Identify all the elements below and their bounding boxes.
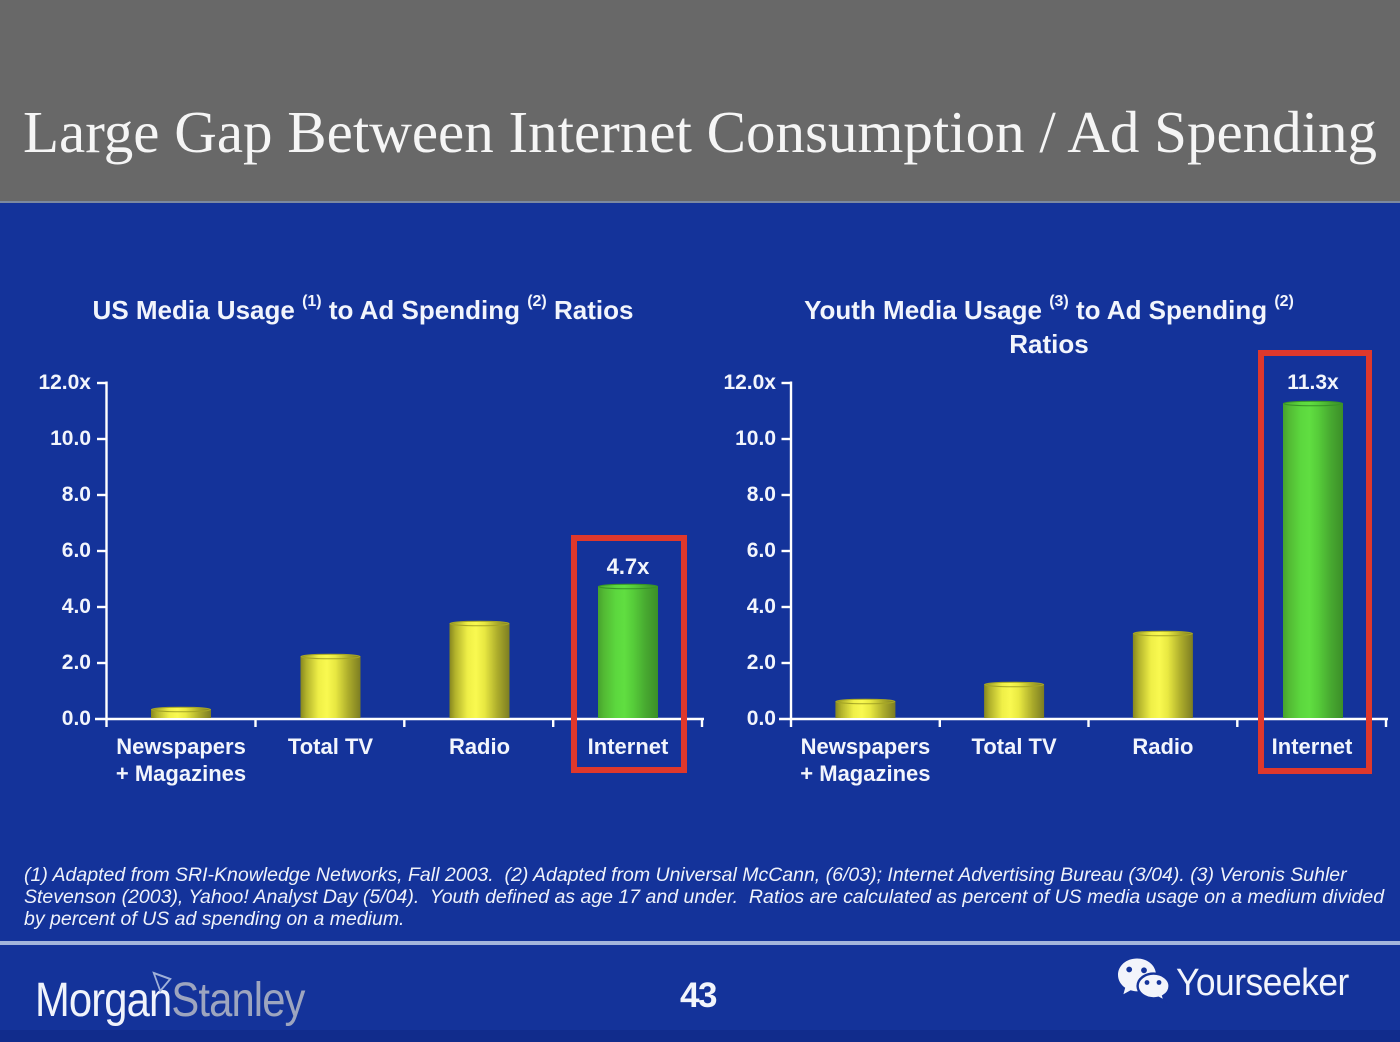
svg-text:US Media Usage (1) to Ad Spend: US Media Usage (1) to Ad Spending (2) Ra…	[93, 293, 634, 325]
svg-text:Radio: Radio	[449, 734, 510, 759]
svg-text:Total TV: Total TV	[288, 734, 373, 759]
svg-text:4.7x: 4.7x	[607, 554, 651, 579]
svg-text:+ Magazines: + Magazines	[116, 761, 246, 786]
svg-text:Total TV: Total TV	[972, 734, 1057, 759]
svg-text:10.0: 10.0	[50, 427, 91, 450]
svg-text:+ Magazines: + Magazines	[800, 761, 930, 786]
svg-text:10.0: 10.0	[735, 427, 776, 450]
svg-text:4.0: 4.0	[747, 595, 776, 618]
svg-text:12.0x: 12.0x	[38, 371, 91, 394]
svg-text:Youth Media Usage (3) to Ad Sp: Youth Media Usage (3) to Ad Spending (2)	[804, 293, 1294, 325]
svg-text:2.0: 2.0	[62, 651, 91, 674]
svg-text:Internet: Internet	[588, 734, 669, 759]
svg-text:8.0: 8.0	[62, 483, 91, 506]
svg-text:Radio: Radio	[1132, 734, 1193, 759]
svg-text:12.0x: 12.0x	[723, 371, 776, 394]
svg-text:0.0: 0.0	[62, 707, 91, 730]
svg-text:0.0: 0.0	[747, 707, 776, 730]
svg-text:2.0: 2.0	[747, 651, 776, 674]
svg-text:Newspapers: Newspapers	[801, 734, 931, 759]
svg-text:11.3x: 11.3x	[1287, 371, 1339, 394]
svg-text:Newspapers: Newspapers	[116, 734, 246, 759]
svg-text:Internet: Internet	[1272, 734, 1353, 759]
svg-text:8.0: 8.0	[747, 483, 776, 506]
svg-text:6.0: 6.0	[62, 539, 91, 562]
svg-text:6.0: 6.0	[747, 539, 776, 562]
svg-text:Ratios: Ratios	[1009, 329, 1088, 359]
svg-text:4.0: 4.0	[62, 595, 91, 618]
